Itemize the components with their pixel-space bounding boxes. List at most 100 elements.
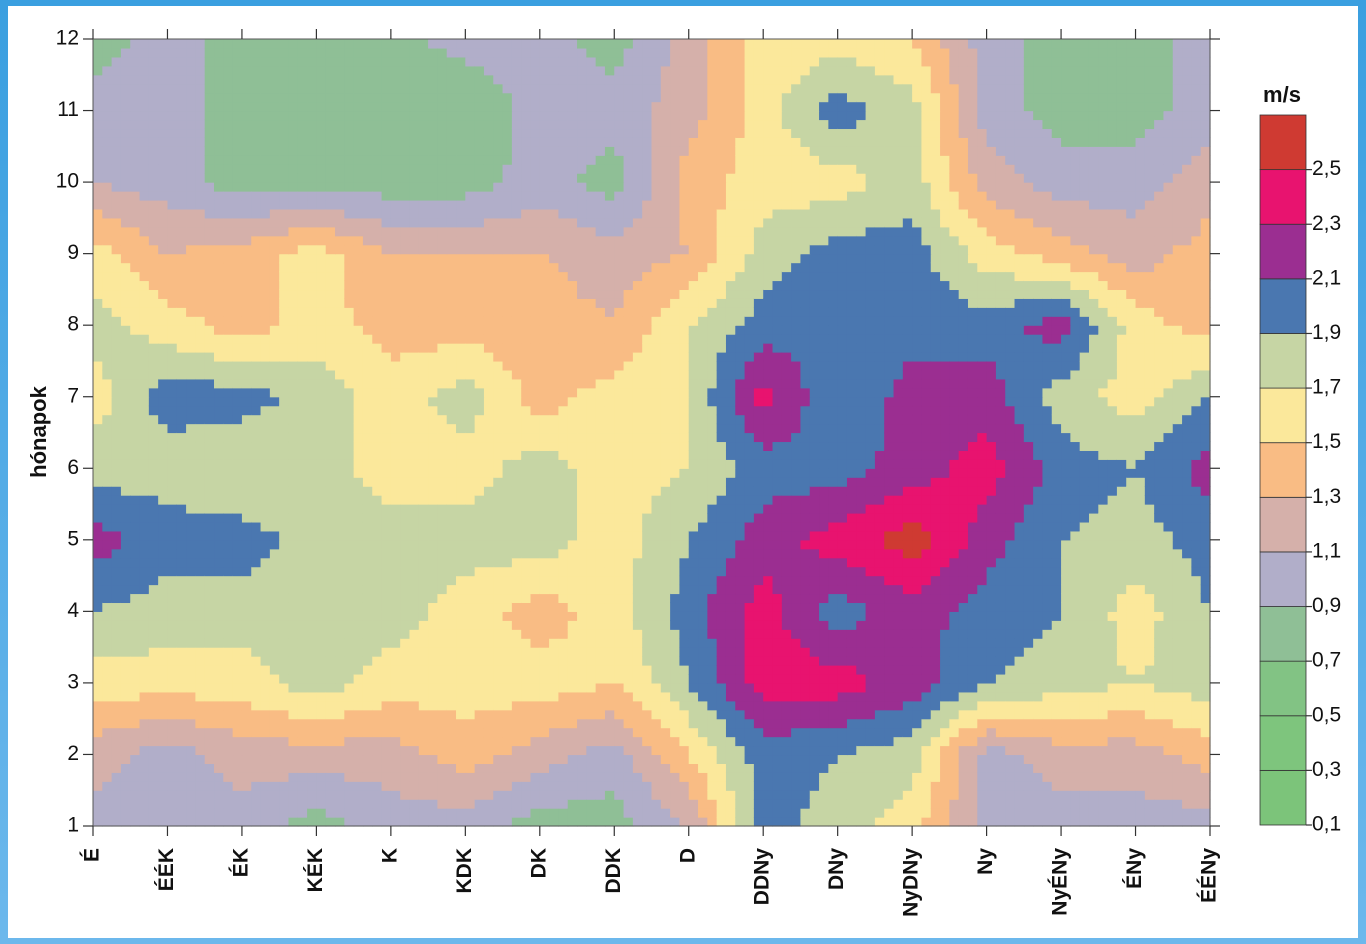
contour-cell [316,691,327,702]
contour-cell [307,504,317,514]
contour-cell [1182,709,1192,720]
contour-cell [874,575,885,586]
contour-cell [567,718,578,729]
contour-cell [791,754,802,764]
contour-cell [1172,763,1183,773]
contour-cell [1116,539,1127,550]
contour-cell [1163,495,1174,505]
contour-cell [195,530,206,541]
contour-cell [1116,763,1127,773]
contour-cell [949,611,960,621]
contour-cell [949,575,960,586]
contour-cell [1126,647,1137,657]
contour-cell [604,557,615,568]
contour-cell [251,781,262,791]
contour-cell [567,602,578,612]
contour-cell [586,790,597,800]
contour-cell [651,602,662,612]
contour-cell [130,602,141,612]
contour-cell [93,790,103,800]
contour-cell [828,665,839,675]
contour-cell [1005,691,1016,702]
contour-cell [186,691,196,702]
contour-cell [223,584,234,595]
contour-cell [223,414,234,425]
contour-cell [167,682,178,693]
contour-cell [269,772,280,782]
contour-cell [902,539,913,550]
contour-cell [753,799,764,809]
contour-cell [623,575,634,586]
contour-cell [511,736,522,747]
contour-cell [930,620,941,630]
contour-cell [204,521,215,532]
contour-cell [940,477,950,487]
contour-cell [167,414,178,425]
contour-cell [679,584,690,595]
contour-cell [362,700,373,711]
contour-cell [502,745,513,756]
contour-cell [1154,611,1165,621]
contour-cell [995,557,1006,568]
contour-cell [1182,772,1192,782]
contour-cell [679,602,690,612]
contour-cell [725,512,736,523]
contour-cell [688,808,699,818]
contour-cell [353,521,364,532]
contour-cell [530,521,541,532]
contour-cell [642,727,653,738]
contour-cell [1061,593,1071,604]
contour-cell [1005,611,1016,621]
contour-cell [372,763,383,773]
contour-cell [884,718,895,729]
contour-cell [176,763,187,773]
contour-cell [949,665,960,675]
contour-cell [1154,700,1165,711]
contour-cell [940,647,950,657]
contour-cell [781,486,792,496]
contour-cell [111,602,122,612]
contour-cell [1061,718,1071,729]
contour-cell [428,772,439,782]
contour-cell [428,593,439,604]
contour-cell [390,665,401,675]
contour-cell [530,656,541,666]
contour-cell [688,593,699,604]
contour-cell [530,745,541,756]
contour-cell [577,468,587,478]
contour-cell [511,665,522,675]
contour-cell [158,727,169,738]
contour-cell [735,530,746,541]
contour-cell [958,700,969,711]
contour-cell [884,736,895,747]
contour-cell [781,620,792,630]
contour-cell [158,790,169,800]
contour-cell [353,808,364,818]
contour-cell [995,736,1006,747]
contour-cell [456,700,466,711]
contour-cell [577,754,587,764]
contour-cell [1061,638,1071,648]
contour-cell [1070,647,1081,657]
contour-cell [279,512,290,523]
contour-cell [418,673,429,684]
contour-cell [1005,548,1016,559]
contour-cell [204,396,215,407]
contour-cell [390,521,401,532]
contour-cell [493,557,504,568]
contour-cell [186,593,196,604]
contour-cell [511,754,522,764]
contour-cell [1107,575,1118,586]
contour-cell [456,521,466,532]
contour-cell [809,781,820,791]
contour-cell [809,745,820,756]
contour-cell [977,691,988,702]
contour-cell [679,504,690,514]
contour-cell [1182,781,1192,791]
contour-cell [791,611,802,621]
contour-cell [921,486,932,496]
contour-cell [725,647,736,657]
contour-cell [577,530,587,541]
contour-cell [446,486,457,496]
contour-cell [986,673,997,684]
